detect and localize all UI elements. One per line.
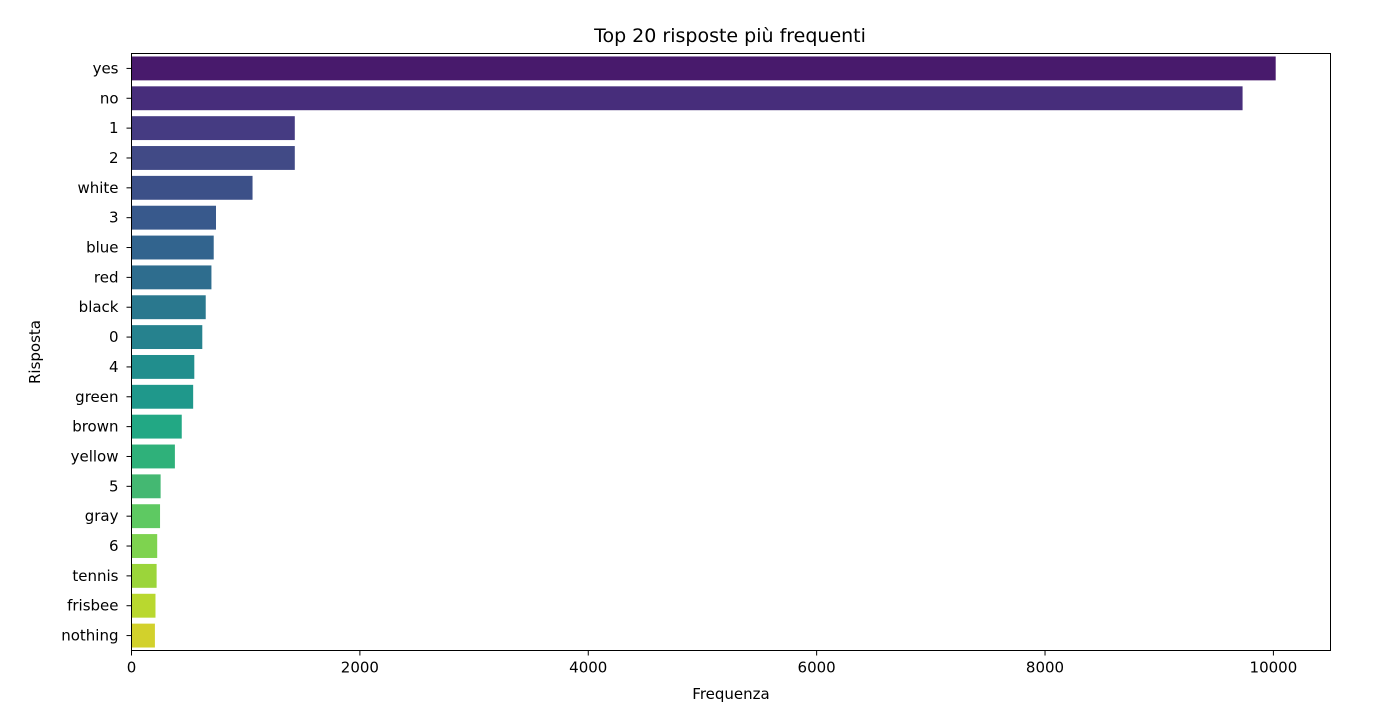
y-tick-label: yes — [93, 59, 119, 77]
bar-2 — [131, 146, 295, 170]
bar-6 — [131, 534, 158, 558]
bar-black — [131, 295, 206, 320]
y-tick-label: frisbee — [67, 597, 118, 615]
y-tick-label: blue — [86, 239, 118, 257]
y-tick-label: green — [75, 388, 118, 406]
bar-yes — [131, 56, 1276, 81]
bar-frisbee — [131, 593, 156, 618]
bar-1 — [131, 116, 295, 141]
y-tick-label: 0 — [109, 328, 119, 346]
bar-nothing — [131, 623, 155, 648]
plot-frame — [131, 53, 1331, 651]
chart-title: Top 20 risposte più frequenti — [593, 25, 866, 47]
bar-green — [131, 384, 194, 409]
y-tick-label: 2 — [109, 149, 119, 167]
y-tick-label: gray — [85, 507, 119, 525]
y-axis-label: Risposta — [26, 320, 44, 384]
y-tick-label: 4 — [109, 358, 119, 376]
bar-yellow — [131, 444, 175, 469]
x-tick-label: 8000 — [1026, 659, 1064, 677]
y-axis-ticks: yes no 1 2 white 3 blue red black 0 4 green brown yel… — [61, 59, 132, 645]
bar-white — [131, 175, 253, 200]
x-tick-label: 0 — [127, 659, 137, 677]
x-tick-label: 6000 — [798, 659, 836, 677]
x-tick-label: 10000 — [1250, 659, 1298, 677]
x-axis-label: Frequenza — [692, 685, 769, 703]
bar-tennis — [131, 563, 157, 588]
bar-red — [131, 265, 212, 290]
bar-gray — [131, 504, 161, 529]
y-tick-label: nothing — [61, 627, 118, 645]
x-tick-label: 4000 — [569, 659, 607, 677]
x-tick-label: 2000 — [341, 659, 379, 677]
y-tick-label: no — [100, 89, 119, 107]
y-tick-label: 6 — [109, 537, 119, 555]
y-tick-label: red — [94, 268, 119, 286]
y-tick-label: 5 — [109, 477, 119, 495]
y-tick-label: 3 — [109, 209, 119, 227]
bar-blue — [131, 235, 214, 260]
bar-3 — [131, 205, 217, 230]
bars-layer — [131, 56, 1276, 648]
y-tick-label: yellow — [71, 447, 119, 465]
bar-no — [131, 86, 1243, 111]
y-tick-label: tennis — [72, 567, 118, 585]
y-tick-label: 1 — [109, 119, 119, 137]
bar-4 — [131, 354, 195, 379]
y-tick-label: brown — [72, 418, 118, 436]
y-tick-label: white — [77, 179, 118, 197]
bar-brown — [131, 414, 182, 439]
bar-0 — [131, 325, 203, 350]
y-tick-label: black — [79, 298, 119, 316]
bar-5 — [131, 474, 161, 499]
x-axis-ticks: 0 2000 4000 6000 8000 10000 — [127, 650, 1298, 677]
